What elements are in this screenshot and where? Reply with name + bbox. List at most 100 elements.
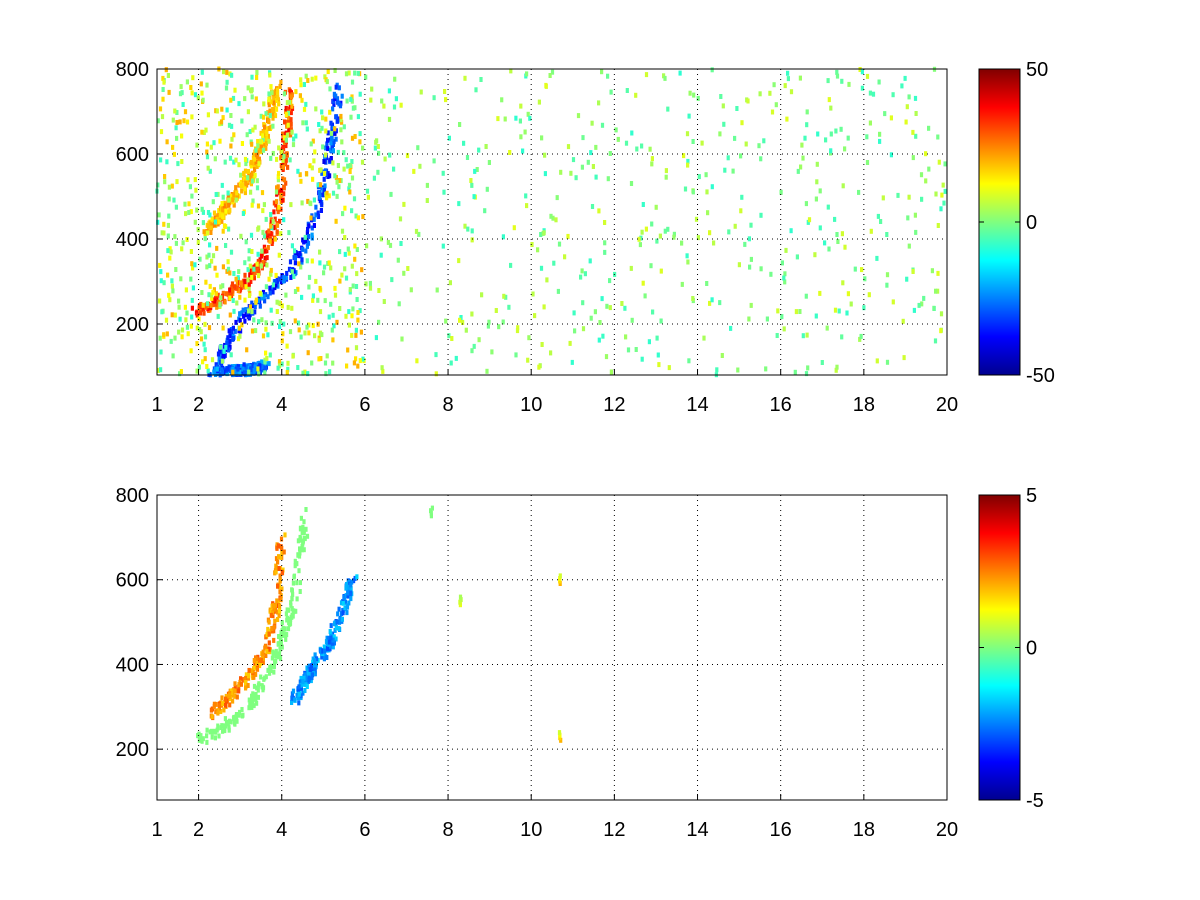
heatmap-cell bbox=[274, 106, 279, 112]
y-tick-label: 400 bbox=[116, 654, 149, 676]
x-tick-label: 2 bbox=[193, 394, 204, 416]
heatmap-cell bbox=[342, 594, 346, 600]
heatmap-cell bbox=[568, 340, 572, 346]
heatmap-cell bbox=[490, 349, 494, 355]
heatmap-cell bbox=[325, 172, 329, 178]
heatmap-cell bbox=[382, 299, 386, 304]
heatmap-cell bbox=[280, 273, 284, 278]
heatmap-cell bbox=[310, 360, 314, 366]
heatmap-cell bbox=[309, 663, 314, 669]
heatmap-cell bbox=[310, 672, 315, 678]
heatmap-cell bbox=[605, 303, 609, 309]
heatmap-cell bbox=[239, 233, 243, 239]
heatmap-cell bbox=[230, 281, 235, 287]
heatmap-cell bbox=[215, 371, 219, 376]
heatmap-cell bbox=[435, 287, 439, 293]
heatmap-cell bbox=[325, 646, 329, 652]
heatmap-cell bbox=[345, 610, 349, 616]
heatmap-cell bbox=[686, 158, 690, 164]
heatmap-cell bbox=[447, 135, 451, 141]
heatmap-cell bbox=[258, 257, 262, 263]
heatmap-cell bbox=[258, 363, 262, 369]
heatmap-cell bbox=[314, 212, 318, 218]
heatmap-cell bbox=[319, 167, 323, 173]
heatmap-cell bbox=[160, 114, 165, 120]
heatmap-cell bbox=[320, 202, 324, 208]
heatmap-cell bbox=[189, 209, 193, 215]
heatmap-cell bbox=[262, 101, 266, 107]
heatmap-cell bbox=[463, 75, 467, 81]
heatmap-cell bbox=[323, 183, 327, 189]
heatmap-cell bbox=[201, 209, 205, 215]
heatmap-cell bbox=[815, 179, 819, 185]
heatmap-cell bbox=[727, 229, 731, 235]
heatmap-cell bbox=[231, 716, 236, 722]
heatmap-cell bbox=[278, 573, 282, 579]
heatmap-cell bbox=[664, 168, 668, 174]
heatmap-cell bbox=[195, 368, 199, 374]
heatmap-cell bbox=[275, 299, 279, 305]
heatmap-cell bbox=[748, 264, 752, 270]
heatmap-cell bbox=[484, 144, 488, 149]
heatmap-cell bbox=[624, 140, 629, 146]
heatmap-cell bbox=[939, 328, 943, 334]
heatmap-cell bbox=[776, 308, 780, 314]
heatmap-cell bbox=[256, 143, 260, 149]
heatmap-cell bbox=[697, 174, 701, 180]
heatmap-cell bbox=[335, 619, 339, 625]
heatmap-cell bbox=[720, 353, 724, 358]
heatmap-cell bbox=[774, 102, 778, 108]
heatmap-cell bbox=[247, 281, 251, 287]
heatmap-cell bbox=[344, 313, 348, 319]
heatmap-cell bbox=[249, 181, 253, 187]
heatmap-cell bbox=[857, 189, 861, 195]
heatmap-cell bbox=[780, 260, 784, 266]
heatmap-cell bbox=[458, 122, 462, 127]
heatmap-cell bbox=[271, 150, 275, 156]
heatmap-cell bbox=[223, 726, 227, 732]
heatmap-cell bbox=[274, 202, 278, 208]
heatmap-cell bbox=[307, 663, 311, 669]
heatmap-cell bbox=[590, 120, 594, 126]
heatmap-cell bbox=[243, 156, 248, 162]
heatmap-cell bbox=[291, 142, 296, 148]
heatmap-cell bbox=[257, 261, 261, 267]
heatmap-cell bbox=[474, 87, 478, 93]
heatmap-cell bbox=[182, 118, 186, 124]
heatmap-cell bbox=[461, 319, 465, 325]
heatmap-cell bbox=[240, 183, 244, 189]
heatmap-cell bbox=[162, 280, 166, 286]
heatmap-cell bbox=[242, 313, 246, 319]
heatmap-cell bbox=[865, 134, 869, 140]
heatmap-cell bbox=[269, 612, 273, 618]
heatmap-cell bbox=[324, 159, 328, 165]
heatmap-cell bbox=[238, 369, 242, 375]
heatmap-cell bbox=[286, 366, 290, 372]
heatmap-cell bbox=[343, 599, 347, 605]
heatmap-cell bbox=[271, 115, 275, 121]
heatmap-cell bbox=[299, 693, 303, 699]
heatmap-cell bbox=[604, 354, 609, 360]
heatmap-cell bbox=[349, 582, 353, 588]
heatmap-cell bbox=[288, 88, 292, 94]
heatmap-cell bbox=[254, 147, 258, 153]
heatmap-cell bbox=[236, 366, 240, 372]
heatmap-cell bbox=[329, 623, 333, 629]
heatmap-cell bbox=[265, 356, 269, 361]
heatmap-cell bbox=[320, 332, 324, 338]
heatmap-cell bbox=[263, 370, 267, 376]
x-tick-label: 12 bbox=[603, 394, 625, 416]
heatmap-cell bbox=[387, 116, 392, 122]
heatmap-cell bbox=[758, 91, 762, 97]
heatmap-cell bbox=[903, 75, 907, 81]
heatmap-cell bbox=[348, 163, 352, 168]
heatmap-cell bbox=[233, 688, 237, 694]
heatmap-cell bbox=[274, 282, 278, 288]
heatmap-cell bbox=[269, 212, 273, 217]
heatmap-cell bbox=[858, 336, 862, 342]
heatmap-cell bbox=[298, 251, 302, 256]
heatmap-cell bbox=[328, 157, 332, 163]
heatmap-cell bbox=[170, 278, 174, 284]
heatmap-cell bbox=[310, 165, 314, 171]
heatmap-cell bbox=[390, 277, 394, 283]
